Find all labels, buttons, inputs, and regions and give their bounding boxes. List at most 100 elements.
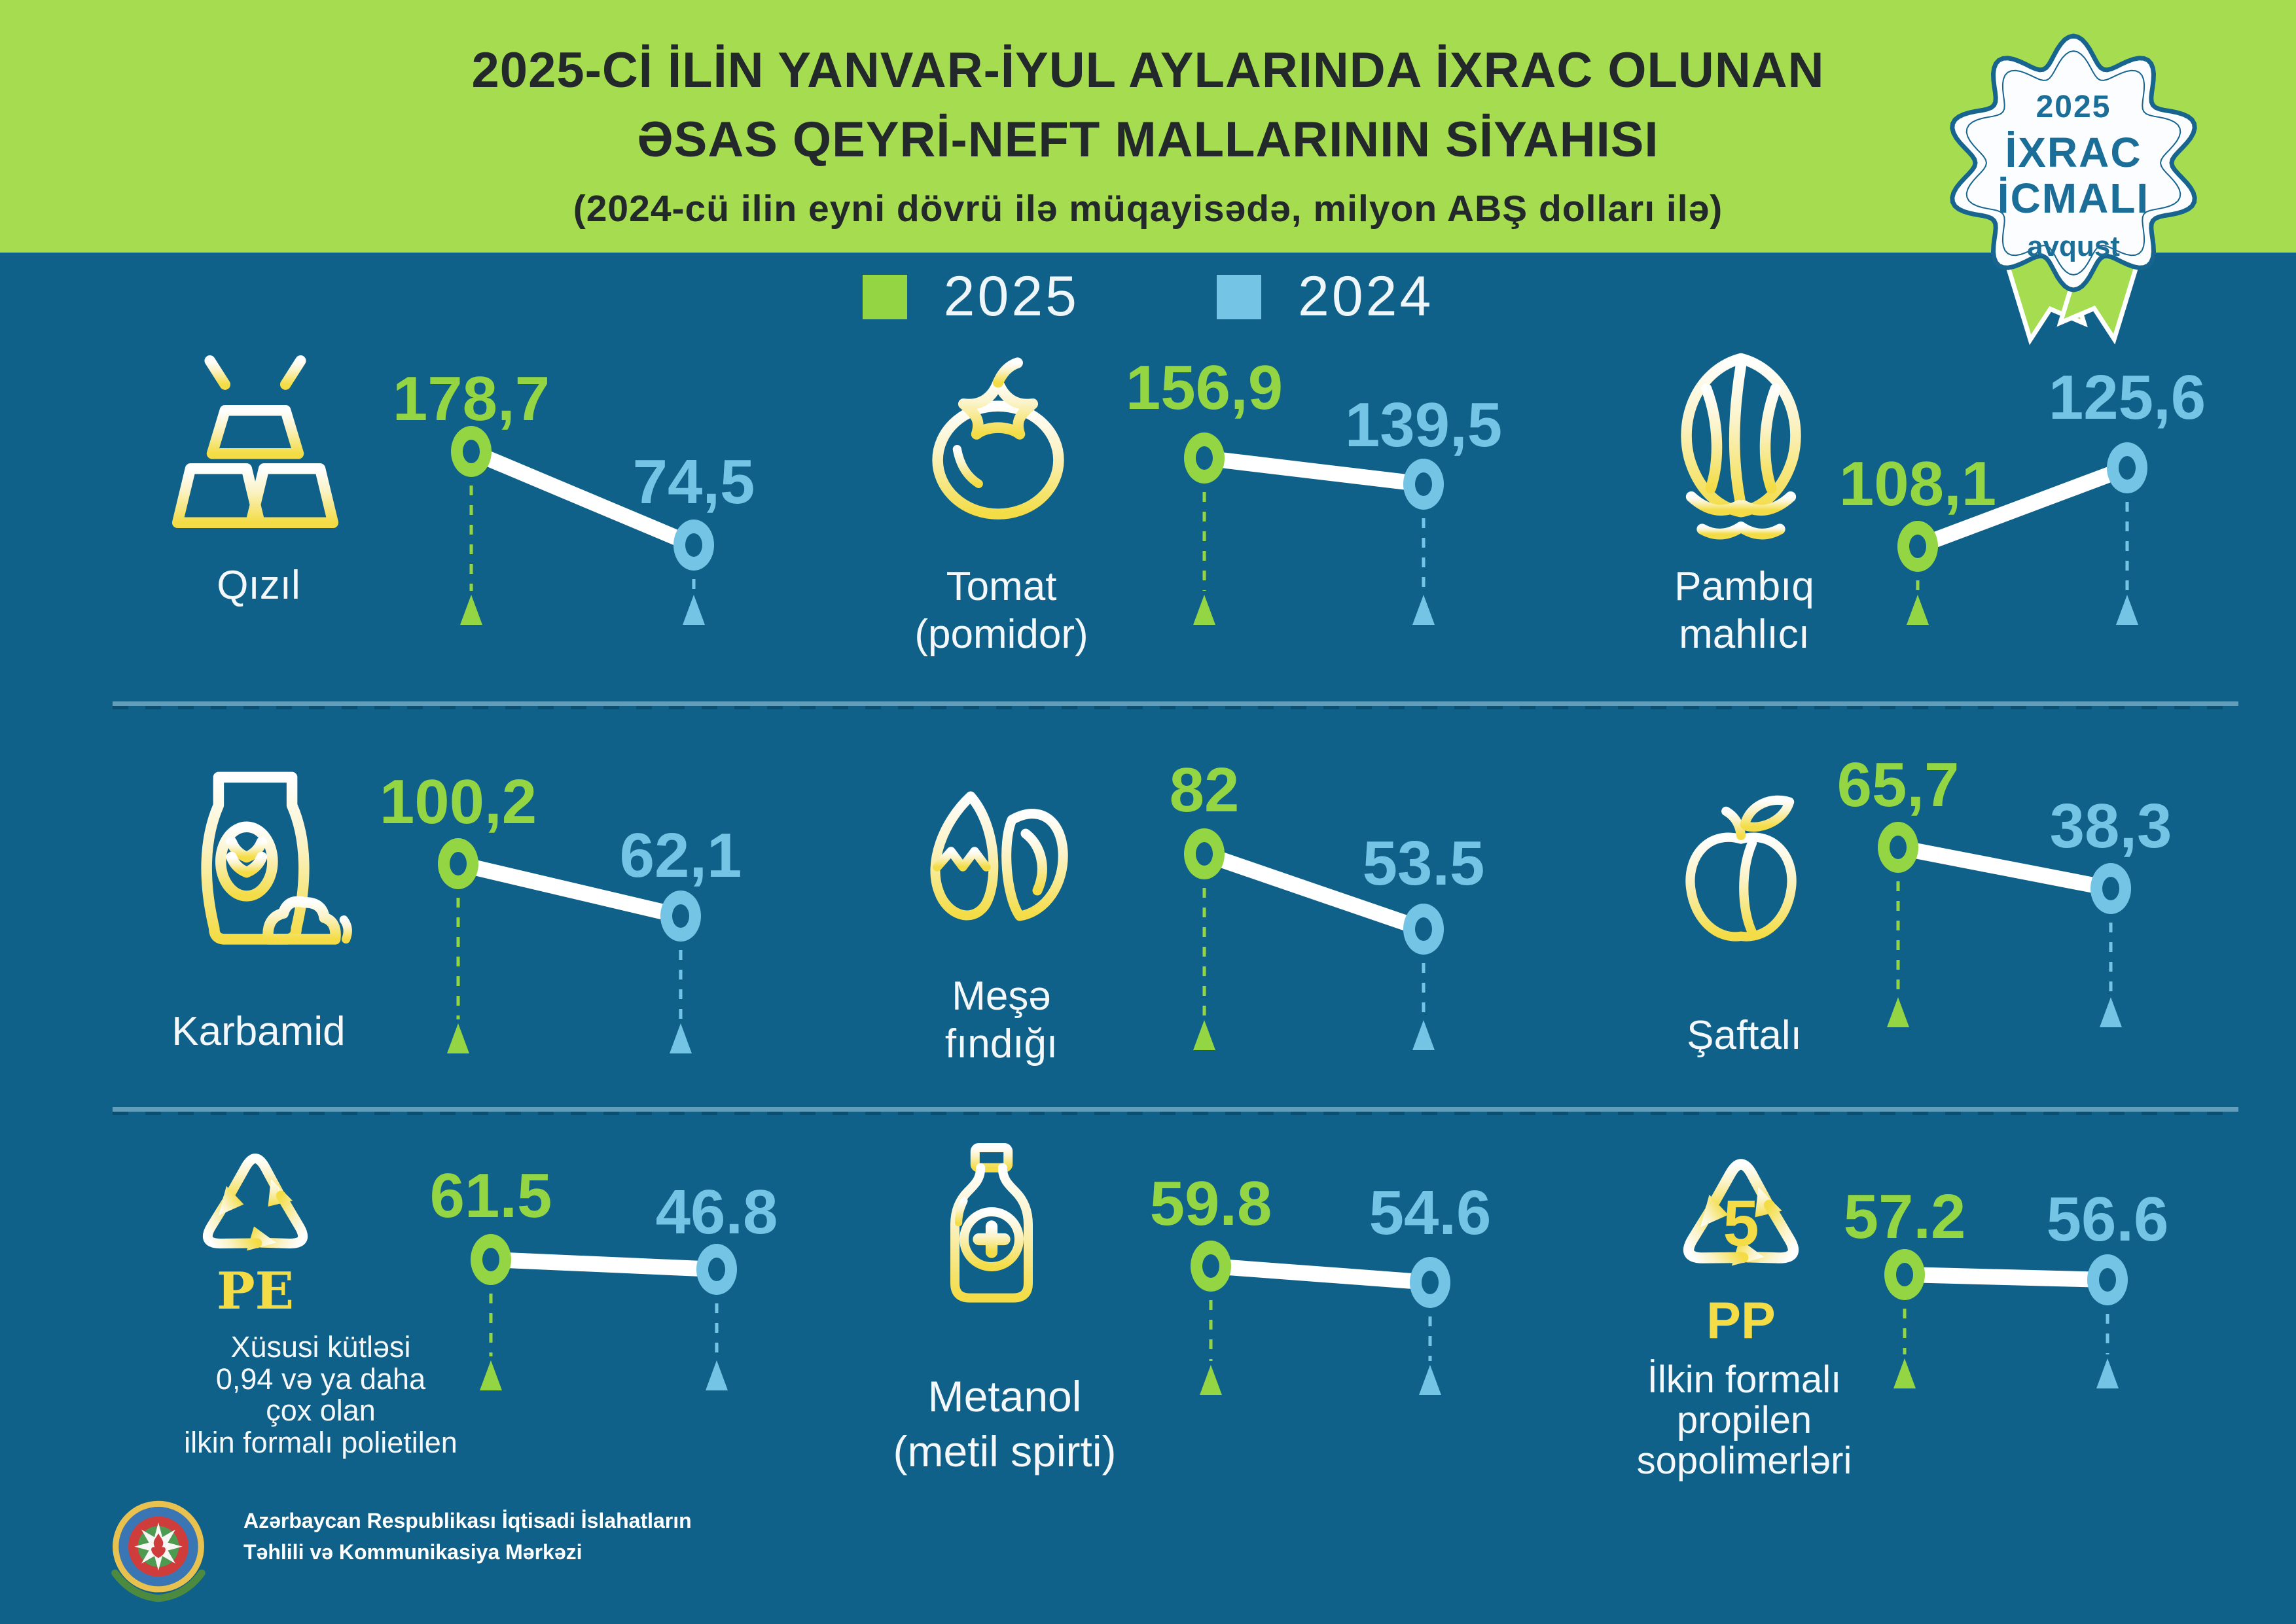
legend-swatch-2024 (1217, 274, 1261, 319)
point-2025-hole (1909, 535, 1926, 558)
value-2024: 38,3 (2050, 791, 2172, 861)
recycle-number: 5 (1723, 1186, 1759, 1259)
axis-marker-2025 (1887, 997, 1909, 1027)
axis-marker-2025 (1893, 1358, 1916, 1388)
slope-chart: 82 53.5 (1170, 755, 1485, 1050)
title-line-1: 2025-Cİ İLİN YANVAR-İYUL AYLARINDA İXRAC… (471, 43, 1825, 98)
connector-line (1196, 450, 1431, 492)
slope-chart: 57.2 56.6 (1844, 1182, 2169, 1388)
connector-line (450, 856, 689, 924)
legend-label-2024: 2024 (1298, 265, 1434, 328)
slope-chart: 61.5 46.8 (430, 1161, 778, 1390)
connector-line (1196, 846, 1431, 937)
value-2025: 59.8 (1150, 1169, 1272, 1239)
row-divider (113, 1107, 2238, 1115)
value-2025: 65,7 (1837, 750, 1960, 820)
slope-chart: 178,7 74,5 (393, 364, 755, 625)
point-2024-hole (1422, 1271, 1439, 1294)
point-2024-hole (1415, 917, 1432, 941)
title-line-2: ƏSAS QEYRİ-NEFT MALLARININ SİYAHISI (637, 112, 1659, 168)
connector-line (1203, 1258, 1438, 1290)
value-2025: 156,9 (1126, 353, 1283, 423)
axis-marker-2024 (1412, 595, 1435, 625)
pe-label: PE (217, 1262, 294, 1321)
value-2024: 62,1 (620, 821, 742, 891)
methanol-bottle-icon (900, 1139, 1083, 1322)
emblem-flame (151, 1533, 166, 1559)
product-label: İlkin formalı propilen sopolimerləri (1636, 1358, 1852, 1483)
axis-marker-2025 (1907, 595, 1929, 625)
axis-marker-2024 (706, 1360, 728, 1390)
axis-marker-2024 (2100, 997, 2122, 1027)
point-2024-hole (2119, 456, 2136, 480)
point-2025-hole (1202, 1254, 1219, 1278)
gold-bars-icon (141, 337, 370, 553)
slope-chart: 59.8 54.6 (1150, 1169, 1491, 1395)
slope-chart: 100,2 62,1 (380, 767, 742, 1053)
product-label: Tomat (pomidor) (914, 564, 1088, 658)
axis-marker-2025 (480, 1360, 502, 1390)
axis-marker-2024 (683, 595, 705, 625)
value-2024: 46.8 (656, 1177, 778, 1247)
connector-line (463, 444, 702, 553)
axis-marker-2024 (2116, 595, 2138, 625)
title-line-3: (2024-cü ilin eyni dövrü ilə müqayisədə,… (573, 188, 1723, 230)
connector-line (1890, 839, 2119, 896)
point-2025-hole (1896, 1263, 1913, 1286)
point-2025-hole (1196, 446, 1213, 470)
slope-chart: 65,7 38,3 (1837, 750, 2172, 1027)
product-label: Meşə fındığı (944, 974, 1058, 1067)
value-2025: 57.2 (1844, 1182, 1966, 1252)
value-2025: 82 (1170, 755, 1240, 825)
value-2024: 56.6 (2047, 1184, 2169, 1254)
point-2025-hole (482, 1248, 499, 1271)
axis-marker-2025 (1200, 1365, 1222, 1395)
axis-marker-2024 (2096, 1358, 2119, 1388)
product-card-mese-findigi: Meşə fındığı 82 53.5 (808, 713, 1496, 1119)
legend: 2025 2024 (0, 264, 2296, 329)
product-label: Şaftalı (1687, 1013, 1802, 1058)
slope-chart: 156,9 139,5 (1126, 353, 1502, 625)
peach-icon (1626, 772, 1856, 959)
slope-chart: 108,1 125,6 (1839, 362, 2206, 625)
point-2024-hole (2102, 877, 2119, 900)
point-2025-hole (1890, 836, 1907, 859)
point-2024-hole (1415, 472, 1432, 496)
value-2025: 178,7 (393, 364, 550, 434)
hazelnut-icon (884, 759, 1113, 955)
emblem-garland (111, 1569, 206, 1602)
value-2025: 108,1 (1839, 449, 1996, 519)
product-card-pambiq-mahlici: Pambıq mahlıcı 108,1 125,6 (1551, 301, 2238, 707)
point-2024-hole (2099, 1268, 2116, 1292)
award-badge: 2025 İXRAC İCMALI avqust (1929, 17, 2217, 352)
connector-line (1897, 1267, 2115, 1288)
footer-organization: Azərbaycan Respublikası İqtisadi İslahat… (243, 1505, 692, 1568)
axis-marker-2025 (460, 595, 482, 625)
product-card-qizil: Qızıl 178,7 74,5 (65, 301, 755, 707)
product-card-tomat: Tomat (pomidor) 156,9 139,5 (808, 301, 1502, 707)
value-2025: 100,2 (380, 767, 537, 837)
product-card-karbamid: Karbamid 100,2 62,1 (65, 713, 753, 1119)
legend-swatch-2025 (862, 274, 907, 319)
value-2024: 53.5 (1363, 828, 1485, 898)
value-2024: 125,6 (2049, 362, 2206, 432)
axis-marker-2025 (1193, 1020, 1215, 1050)
badge-year: 2025 (2036, 90, 2111, 124)
header-banner: 2025-Cİ İLİN YANVAR-İYUL AYLARINDA İXRAC… (0, 0, 2296, 253)
product-card-metanol: Metanol (metil spirti) 59.8 54.6 (808, 1112, 1496, 1518)
value-2024: 74,5 (633, 447, 755, 517)
badge-seal (1950, 33, 2197, 292)
badge-title-1: İXRAC (2005, 129, 2142, 176)
legend-label-2025: 2025 (943, 265, 1079, 328)
value-2025: 61.5 (430, 1161, 552, 1231)
pp-label: PP (1706, 1291, 1776, 1349)
badge-title-2: İCMALI (1998, 175, 2149, 222)
product-label: Karbamid (171, 1009, 346, 1054)
point-2024-hole (708, 1258, 725, 1281)
tomato-icon (884, 337, 1113, 553)
badge-seal-inner-line (1965, 50, 2181, 276)
axis-marker-2025 (1193, 595, 1215, 625)
recycle-pp-icon: 5 PP (1626, 1135, 1856, 1351)
point-2025-hole (463, 440, 480, 463)
